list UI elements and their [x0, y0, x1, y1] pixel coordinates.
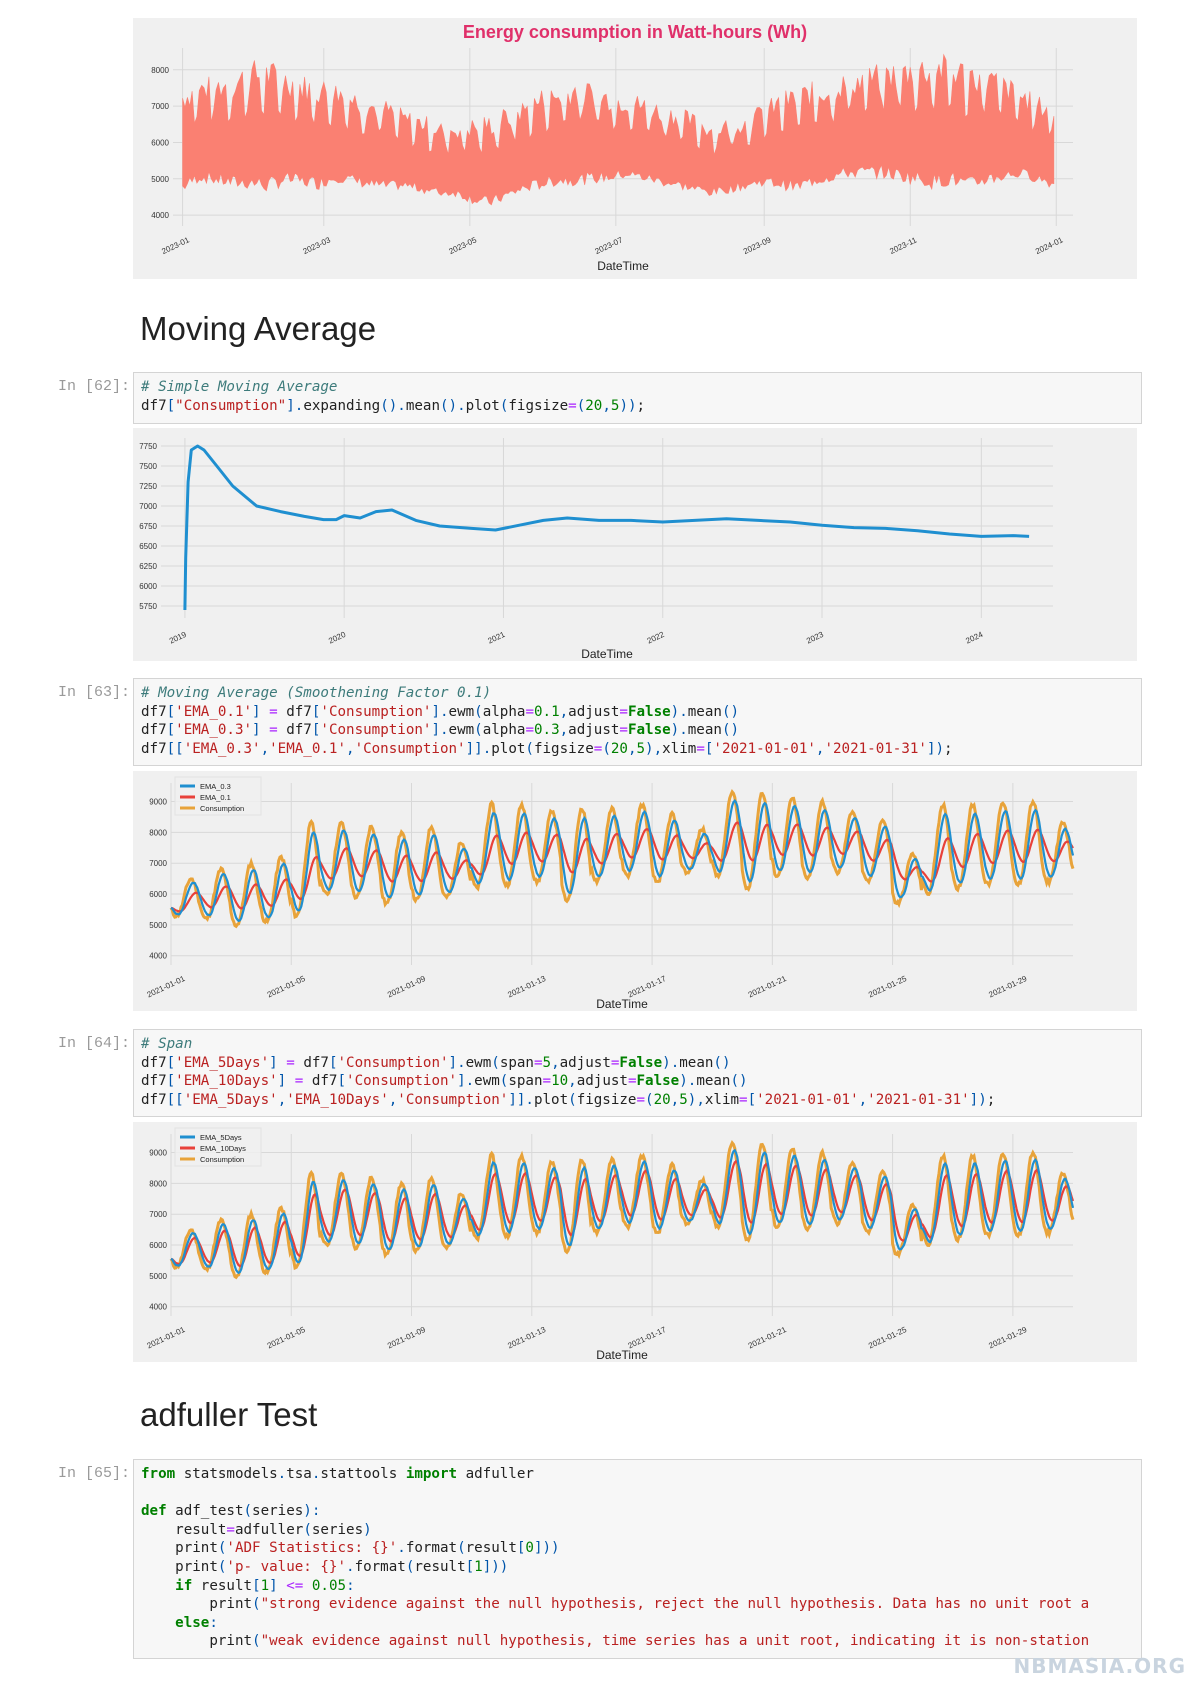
y-tick-label: 6250	[139, 562, 157, 571]
legend-label: EMA_10Days	[200, 1144, 246, 1153]
y-tick-label: 8000	[151, 66, 169, 75]
y-tick-label: 7000	[151, 102, 169, 111]
x-axis-label: DateTime	[596, 1348, 648, 1362]
x-tick-label: 2021-01-29	[987, 1325, 1028, 1351]
y-tick-label: 6750	[139, 522, 157, 531]
ema-span-svg: 4000 5000 6000 7000 8000 9000 2021-01-01 2021-0…	[145, 1127, 1075, 1362]
y-tick-label: 4000	[149, 1303, 167, 1312]
legend-label: EMA_5Days	[200, 1133, 242, 1142]
x-tick-label: 2024	[964, 630, 984, 646]
x-tick-label: 2021-01-05	[266, 1325, 307, 1351]
y-tick-label: 6000	[149, 890, 167, 899]
y-tick-label: 5000	[151, 175, 169, 184]
x-tick-label: 2023-09	[742, 235, 773, 256]
x-tick-label: 2021-01-13	[506, 1325, 547, 1351]
x-tick-label: 2021-01-05	[266, 974, 307, 1000]
ema-fast-line	[170, 798, 1075, 923]
x-axis-label: DateTime	[581, 647, 633, 661]
code-cell-62[interactable]: # Simple Moving Average df7["Consumption…	[133, 372, 1142, 424]
y-tick-label: 6000	[139, 582, 157, 591]
x-tick-label: 2021-01-09	[386, 1325, 427, 1351]
section-heading-moving-average: Moving Average	[140, 310, 377, 347]
x-tick-label: 2023-01	[160, 235, 191, 256]
x-tick-label: 2019	[168, 630, 188, 646]
ema-fast-line	[170, 1148, 1075, 1275]
x-tick-label: 2021-01-17	[627, 974, 668, 1000]
energy-consumption-svg: 4000 5000 6000 7000 8000 2023-01 2023-03 2023-0…	[151, 22, 1073, 273]
section-heading-adfuller: adfuller Test	[140, 1396, 318, 1433]
cell-prompt: In [63]:	[57, 684, 130, 701]
legend-label: EMA_0.1	[200, 793, 231, 802]
y-tick-label: 7750	[139, 442, 157, 451]
ema-alpha-svg: 4000 5000 6000 7000 8000 9000 2021-01-01 2021-0…	[145, 776, 1075, 1011]
legend-label: Consumption	[200, 804, 244, 813]
x-tick-label: 2021-01-09	[386, 974, 427, 1000]
y-tick-label: 7500	[139, 462, 157, 471]
ema-span-chart: 4000 5000 6000 7000 8000 9000 2021-01-01 2021-0…	[133, 1122, 1137, 1362]
code-cell-63[interactable]: # Moving Average (Smoothening Factor 0.1…	[133, 678, 1142, 766]
y-tick-label: 7250	[139, 482, 157, 491]
x-tick-label: 2020	[327, 630, 347, 646]
code-block: from statsmodels.tsa.stattools import ad…	[141, 1466, 1090, 1650]
x-tick-label: 2021	[486, 630, 506, 646]
x-tick-label: 2021-01-17	[627, 1325, 668, 1351]
x-tick-label: 2021-01-13	[506, 974, 547, 1000]
expanding-mean-chart: 5750 6000 6250 6500 6750 7000 7250 7500 7750 2019…	[133, 428, 1137, 661]
y-tick-label: 4000	[151, 211, 169, 220]
cell-prompt: In [64]:	[57, 1035, 130, 1052]
y-tick-label: 5000	[149, 921, 167, 930]
x-tick-label: 2023	[805, 630, 825, 646]
x-tick-label: 2023-05	[448, 235, 479, 256]
x-tick-label: 2023-07	[594, 235, 625, 256]
ema-alpha-chart: 4000 5000 6000 7000 8000 9000 2021-01-01 2021-0…	[133, 771, 1137, 1011]
x-tick-label: 2021-01-01	[145, 1325, 186, 1351]
cell-prompt: In [65]:	[57, 1465, 130, 1482]
expanding-mean-line	[183, 444, 1030, 611]
x-axis-label: DateTime	[596, 997, 648, 1011]
y-tick-label: 8000	[149, 828, 167, 837]
y-tick-label: 9000	[149, 798, 167, 807]
x-tick-label: 2021-01-29	[987, 974, 1028, 1000]
x-tick-label: 2021-01-21	[747, 1325, 788, 1351]
x-tick-label: 2023-11	[888, 235, 918, 256]
watermark: NBMASIA.ORG	[1013, 1654, 1186, 1678]
x-tick-label: 2021-01-25	[867, 1325, 908, 1351]
energy-consumption-chart: 4000 5000 6000 7000 8000 2023-01 2023-03 2023-0…	[133, 18, 1137, 279]
ema-slow-line	[170, 821, 1074, 913]
y-tick-label: 9000	[149, 1149, 167, 1158]
y-tick-label: 4000	[149, 952, 167, 961]
y-tick-label: 6500	[139, 542, 157, 551]
y-tick-label: 5750	[139, 602, 157, 611]
x-tick-label: 2021-01-25	[867, 974, 908, 1000]
chart-title: Energy consumption in Watt-hours (Wh)	[463, 22, 807, 42]
ema-slow-line	[170, 1160, 1075, 1268]
x-tick-label: 2023-03	[302, 235, 333, 256]
x-axis-label: DateTime	[597, 259, 649, 273]
x-tick-label: 2022	[646, 630, 666, 646]
legend-label: Consumption	[200, 1155, 244, 1164]
code-line: df7["Consumption"].expanding().mean().pl…	[141, 397, 646, 414]
y-tick-label: 6000	[151, 138, 169, 147]
x-tick-label: 2024-01	[1034, 235, 1065, 256]
y-tick-label: 6000	[149, 1241, 167, 1250]
cell-prompt: In [62]:	[57, 378, 130, 395]
code-comment: # Simple Moving Average	[141, 379, 338, 395]
y-tick-label: 7000	[139, 502, 157, 511]
y-tick-label: 5000	[149, 1272, 167, 1281]
code-cell-64[interactable]: # Span df7['EMA_5Days'] = df7['Consumpti…	[133, 1029, 1142, 1117]
code-block: # Moving Average (Smoothening Factor 0.1…	[141, 685, 953, 757]
code-cell-65[interactable]: from statsmodels.tsa.stattools import ad…	[133, 1459, 1142, 1659]
expanding-mean-svg: 5750 6000 6250 6500 6750 7000 7250 7500 7750 2019…	[139, 438, 1053, 661]
y-tick-label: 8000	[149, 1179, 167, 1188]
legend-label: EMA_0.3	[200, 782, 231, 791]
y-tick-label: 7000	[149, 1210, 167, 1219]
x-tick-label: 2021-01-01	[145, 974, 186, 1000]
y-tick-label: 7000	[149, 859, 167, 868]
x-tick-label: 2021-01-21	[747, 974, 788, 1000]
consumption-area	[182, 53, 1055, 206]
code-block: # Span df7['EMA_5Days'] = df7['Consumpti…	[141, 1036, 996, 1108]
